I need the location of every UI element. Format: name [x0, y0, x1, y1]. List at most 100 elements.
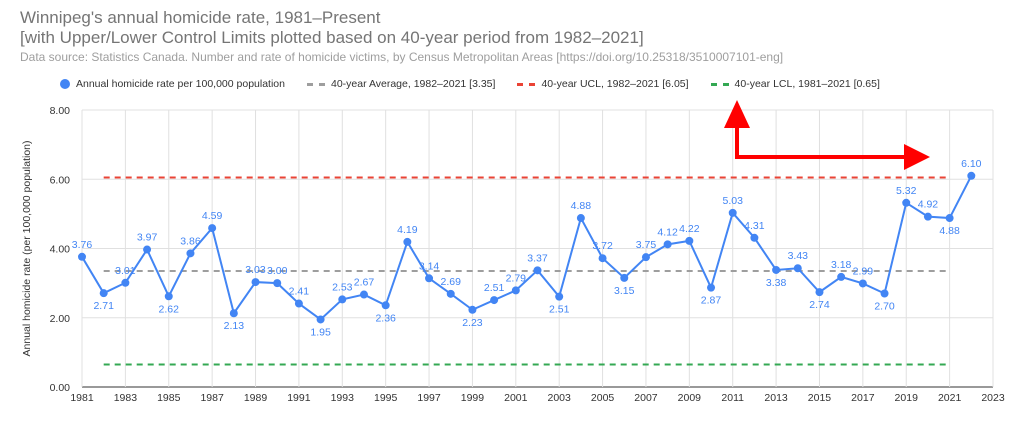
data-label: 3.37: [527, 252, 548, 264]
x-tick-label: 2019: [895, 392, 919, 404]
data-point: [273, 279, 282, 288]
data-point: [967, 171, 976, 180]
grid-lines: [81, 109, 994, 388]
data-point: [78, 252, 86, 261]
legend-label: 40-year UCL, 1982–2021 [6.05]: [541, 78, 689, 90]
x-tick-label: 1985: [157, 392, 181, 404]
data-label: 3.01: [115, 265, 136, 277]
data-point: [772, 265, 781, 274]
data-labels: 3.76 2.71 3.01 3.97 2.62 3.86 4.59 2.13 3.03 3.00…: [72, 158, 982, 339]
data-label: 4.88: [939, 225, 960, 237]
data-source: Data source: Statistics Canada. Number a…: [20, 50, 784, 64]
data-label: 2.79: [506, 272, 527, 284]
data-point: [229, 309, 238, 318]
x-tick-label: 2017: [851, 392, 875, 404]
data-point: [728, 208, 737, 217]
data-label: 2.99: [853, 265, 874, 277]
data-label: 3.00: [267, 265, 288, 277]
x-tick-label: 1987: [200, 392, 224, 404]
data-point: [641, 253, 650, 262]
x-tick-label: 1981: [70, 392, 94, 404]
data-point: [902, 198, 911, 207]
legend-item-ucl[interactable]: 40-year UCL, 1982–2021 [6.05]: [517, 78, 689, 90]
data-label: 2.74: [809, 299, 830, 311]
legend-label: 40-year Average, 1982–2021 [3.35]: [331, 78, 496, 90]
series-polyline: [81, 175, 973, 321]
data-point: [316, 315, 325, 324]
legend-item-series[interactable]: Annual homicide rate per 100,000 populat…: [60, 78, 285, 90]
y-tick-label: 2.00: [50, 313, 71, 325]
x-tick-label: 1995: [374, 392, 398, 404]
data-point: [186, 249, 195, 258]
legend-item-lcl[interactable]: 40-year LCL, 1981–2021 [0.65]: [710, 78, 880, 90]
data-point: [533, 266, 542, 275]
data-label: 4.31: [744, 220, 765, 232]
x-tick-label: 2023: [981, 392, 1005, 404]
y-tick-label: 4.00: [50, 244, 71, 256]
data-point: [620, 273, 629, 282]
data-point: [858, 279, 867, 288]
x-tick-label: 1983: [114, 392, 138, 404]
data-label: 3.72: [592, 240, 613, 252]
data-label: 2.36: [375, 312, 396, 324]
annotation-arrow: [724, 100, 930, 170]
data-label: 5.03: [722, 195, 743, 207]
data-point: [923, 212, 932, 221]
data-point: [164, 292, 173, 301]
arrow-right-head: [904, 144, 930, 170]
legend-label: 40-year LCL, 1981–2021 [0.65]: [734, 78, 880, 90]
data-label: 3.97: [137, 232, 158, 244]
x-tick-label: 2001: [504, 392, 528, 404]
data-label: 2.67: [354, 277, 375, 289]
y-tick-label: 8.00: [50, 105, 71, 117]
data-label: 2.51: [484, 282, 505, 294]
legend-item-average[interactable]: 40-year Average, 1982–2021 [3.35]: [307, 78, 495, 90]
data-point: [338, 295, 347, 304]
data-point: [707, 283, 716, 292]
data-point: [750, 233, 759, 242]
data-point: [490, 296, 499, 305]
data-point: [403, 237, 412, 246]
x-tick-label: 1991: [287, 392, 311, 404]
data-label: 1.95: [310, 326, 331, 338]
chart-title-line2: [with Upper/Lower Control Limits plotted…: [20, 28, 644, 47]
data-point: [208, 224, 217, 233]
data-label: 3.76: [72, 239, 93, 251]
data-label: 2.41: [289, 286, 310, 298]
data-point: [663, 240, 672, 249]
data-point: [793, 264, 802, 273]
data-label: 3.38: [766, 277, 787, 289]
data-label: 4.88: [571, 200, 592, 212]
data-point: [511, 286, 520, 295]
data-point: [143, 245, 152, 254]
data-label: 2.87: [701, 295, 722, 307]
data-label: 2.13: [224, 320, 245, 332]
reference-lines: [103, 176, 950, 366]
data-point: [880, 289, 889, 298]
data-point: [294, 299, 303, 308]
legend-dot-icon: [60, 79, 70, 89]
data-point: [359, 290, 368, 299]
x-tick-label: 1989: [244, 392, 268, 404]
legend-dash-icon: [710, 82, 729, 86]
x-tick-label: 2009: [678, 392, 702, 404]
series-line: [78, 171, 976, 324]
data-label: 2.69: [441, 276, 462, 288]
data-point: [945, 214, 954, 223]
x-tick-label: 2005: [591, 392, 615, 404]
data-label: 4.22: [679, 223, 700, 235]
legend-dash-icon: [307, 82, 325, 86]
axes: 0.00 2.00 4.00 6.00 8.00 1981 1983 1985 1987 1989…: [21, 105, 1005, 404]
data-label: 2.23: [462, 317, 483, 329]
chart-title: Winnipeg's annual homicide rate, 1981–Pr…: [20, 8, 644, 48]
x-tick-label: 2011: [721, 392, 744, 404]
x-tick-label: 1997: [417, 392, 441, 404]
data-label: 6.10: [961, 158, 982, 170]
data-label: 2.53: [332, 281, 353, 293]
chart-title-line1: Winnipeg's annual homicide rate, 1981–Pr…: [20, 8, 381, 27]
x-tick-label: 1999: [461, 392, 485, 404]
arrow-up-head: [724, 100, 750, 128]
data-point: [446, 289, 455, 298]
x-tick-label: 2013: [764, 392, 788, 404]
